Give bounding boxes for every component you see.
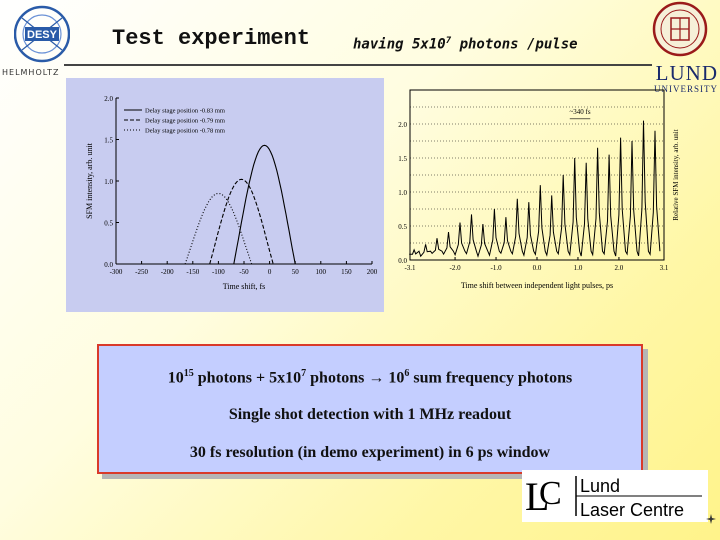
star-icon [706, 514, 716, 524]
x-tick-label: 50 [292, 268, 300, 276]
info-line-detection: Single shot detection with 1 MHz readout [99, 406, 641, 424]
y-tick-label: 1.0 [398, 189, 407, 197]
x-tick-label: -150 [186, 268, 199, 276]
x-tick-label: 100 [316, 268, 327, 276]
desy-logo: DESY [14, 4, 70, 64]
slide-subtitle: having 5x107 photons /pulse [353, 36, 578, 53]
lund-laser-centre-logo: L C Lund Laser Centre [522, 470, 708, 522]
info-box: 1015 photons + 5x107 photons → 106 sum f… [97, 344, 643, 474]
x-tick-label: 150 [341, 268, 352, 276]
y-tick-label: 0.5 [398, 223, 407, 231]
x-tick-label: -2.0 [450, 264, 462, 272]
y-tick-label: 1.5 [398, 155, 407, 163]
x-tick-label: 0 [268, 268, 272, 276]
y-tick-label: 0.5 [104, 220, 113, 228]
y-tick-label: 1.0 [104, 178, 113, 186]
y-axis-label: Relative SFM intensity, arb. unit [672, 129, 680, 220]
x-tick-label: -50 [239, 268, 249, 276]
info-line-photons: 1015 photons + 5x107 photons → 106 sum f… [99, 368, 641, 387]
x-tick-label: -250 [135, 268, 148, 276]
llc-line2: Laser Centre [580, 500, 684, 520]
header-rule [64, 64, 652, 66]
y-tick-label: 0.0 [104, 261, 113, 269]
legend-label: Delay stage position -0.83 mm [145, 108, 225, 115]
annotation-label: ~340 fs [569, 108, 590, 116]
helmholtz-label: HELMHOLTZ [2, 68, 59, 77]
x-tick-label: 2.0 [615, 264, 624, 272]
x-tick-label: -3.1 [404, 264, 416, 272]
chart-sfm-pulse-train: 0.00.51.01.52.0-3.1 -2.0 -1.0 0.0 1.0 2.0 3.1T… [392, 74, 698, 296]
info-line-resolution: 30 fs resolution (in demo experiment) in… [99, 444, 641, 462]
x-tick-label: 0.0 [533, 264, 542, 272]
svg-text:C: C [539, 475, 562, 512]
legend-label: Delay stage position -0.79 mm [145, 118, 225, 125]
x-tick-label: 1.0 [574, 264, 583, 272]
llc-line1: Lund [580, 476, 620, 496]
y-axis-label: SFM intensity, arb. unit [85, 142, 94, 218]
x-tick-label: -1.0 [490, 264, 502, 272]
x-axis-label: Time shift between independent light pul… [461, 281, 613, 290]
desy-logo-text: DESY [27, 29, 58, 41]
x-tick-label: -200 [161, 268, 174, 276]
legend-label: Delay stage position -0.78 mm [145, 128, 225, 135]
x-tick-label: 3.1 [660, 264, 669, 272]
chart-sfm-delay: -300 -250 -200 -150 -100 -50 0 50 100 150 200 0.0 0.… [66, 78, 384, 312]
x-tick-label: 200 [367, 268, 378, 276]
x-axis-label: Time shift, fs [223, 282, 266, 291]
x-tick-label: -300 [110, 268, 123, 276]
y-tick-label: 1.5 [104, 137, 113, 145]
y-tick-label: 2.0 [104, 95, 113, 103]
slide-title: Test experiment [112, 26, 310, 51]
lund-seal-logo [652, 0, 708, 58]
y-tick-label: 2.0 [398, 121, 407, 129]
x-tick-label: -100 [212, 268, 225, 276]
